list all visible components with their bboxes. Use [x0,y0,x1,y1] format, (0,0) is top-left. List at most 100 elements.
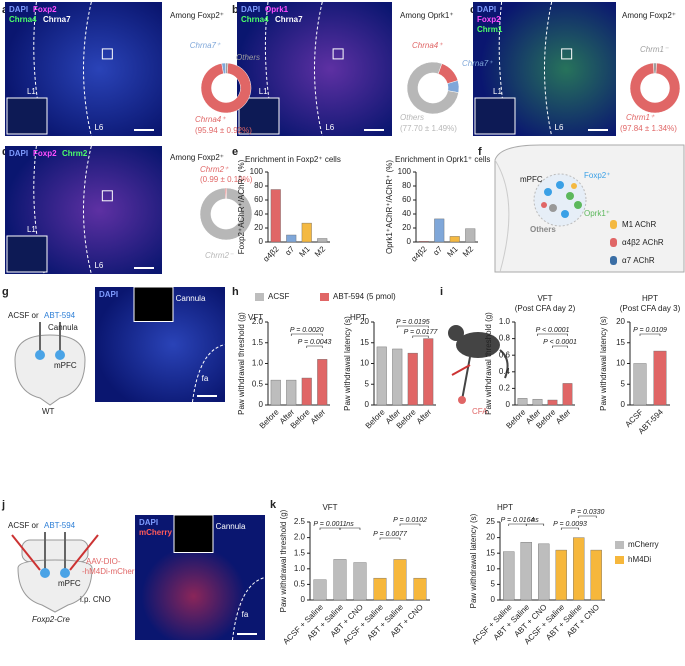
pie-label: Others [236,53,260,62]
bar [573,537,585,601]
chart-title: HPT [642,294,658,303]
pie-annotation: (97.84 ± 1.34%) [620,124,677,133]
pie-slice [406,61,459,115]
y-tick-label: 10 [486,564,495,573]
bar [407,352,418,406]
significance-bracket [508,523,527,526]
pie-label: Chrm1⁻ [640,45,669,54]
x-tick-label: α4β2 [261,244,281,264]
significance-bracket [537,333,568,336]
significance-label: P = 0.0330 [571,509,605,516]
bar [317,238,328,243]
stain-label: Chrna4 [9,15,37,24]
bar [286,234,297,243]
y-tick-label: 0 [506,400,511,409]
y-tick-label: 10 [616,359,625,368]
bar [423,338,434,406]
y-tick-label: 60 [254,195,263,204]
panel-label: h [232,286,239,298]
bar [301,222,312,243]
fa-boundary [232,577,266,641]
bar [653,350,667,406]
chart-title: HPT [497,503,513,512]
pie-label: Chrna4⁺ [195,115,226,124]
stain-label: DAPI [99,290,118,299]
pie-title: Among Foxp2⁺ [170,153,224,162]
significance-label: P < 0.0001 [543,339,577,346]
y-tick-label: 5 [491,580,496,589]
y-tick-label: 1.0 [499,317,511,326]
pie-slice [437,63,459,84]
receptor-label: α4β2 AChR [622,238,664,247]
bar [503,551,515,601]
virus-label: AAV-DIO- [86,557,121,566]
significance-bracket [399,523,421,526]
y-tick-label: 1.5 [252,338,264,347]
mouse-label: Foxp2-Cre [32,615,70,624]
bar [633,363,647,406]
pie-annotation: (0.99 ± 0.19%) [200,175,253,184]
chart-title: Enrichment in Foxp2⁺ cells [245,155,341,164]
significance-bracket [290,333,323,336]
bar [353,562,367,601]
x-tick-label: M1 [445,244,460,259]
stain-label: DAPI [9,149,28,158]
y-tick-label: 1.0 [294,564,306,573]
layer-boundary [498,1,510,137]
bar [333,559,347,601]
stain-label: Foxp2 [33,5,57,14]
pie-label: Chrna7⁺ [190,41,221,50]
x-tick-label: M2 [313,244,328,259]
significance-bracket [306,345,323,348]
layer-label: L6 [94,123,103,132]
pie-label: Chrm2⁺ [200,165,229,174]
bar [538,543,550,601]
y-tick-label: 0 [365,400,370,409]
pie-slice [629,62,681,114]
significance-label: P = 0.0077 [373,531,408,538]
y-axis-label: Paw withdrawal latency (s) [343,316,352,411]
chart-title: Enrichment in Oprk1⁺ cells [395,155,490,164]
legend-swatch [615,541,624,549]
x-tick-label: α7 [431,244,444,257]
injection-label: ACSF or [8,521,39,530]
y-tick-label: 20 [402,223,411,232]
y-tick-label: 0 [621,400,626,409]
significance-label: P = 0.0164 [501,517,535,524]
y-tick-label: 40 [254,209,263,218]
roi [101,190,113,202]
y-tick-label: 15 [360,338,369,347]
y-tick-label: 0.8 [499,334,511,343]
y-tick-label: 0.2 [499,384,511,393]
y-tick-label: 5 [621,379,626,388]
bar [313,579,327,601]
layer-boundary [83,1,92,137]
region-label: mPFC [58,579,81,588]
chart-subtitle: (Post CFA day 3) [620,304,681,313]
y-tick-label: 20 [360,317,369,326]
receptor-label: α7 AChR [622,256,655,265]
panel-label: e [232,146,238,158]
pie-annotation: (95.94 ± 0.92%) [195,126,252,135]
j-diagram [11,532,99,613]
panel-label: f [478,146,482,158]
pie-annotation: (77.70 ± 1.49%) [400,124,457,133]
cannula [173,514,214,553]
stain-label: DAPI [477,5,496,14]
legend-label: ACSF [268,292,289,301]
y-tick-label: 80 [254,181,263,190]
significance-bracket [525,523,545,526]
mouse-label: WT [42,407,55,416]
y-tick-label: 80 [402,181,411,190]
chart-title: VFT [537,294,552,303]
bar [301,377,312,406]
injection-label: ABT-594 [44,521,76,530]
pie-label: Chrna7⁺ [462,59,493,68]
significance-bracket [552,345,568,348]
x-tick-label: After [554,407,573,426]
bar [434,218,445,243]
cell-label: Oprk1⁺ [584,209,610,218]
region-label: mPFC [54,361,77,370]
significance-bracket [560,527,580,530]
bar [286,379,297,406]
